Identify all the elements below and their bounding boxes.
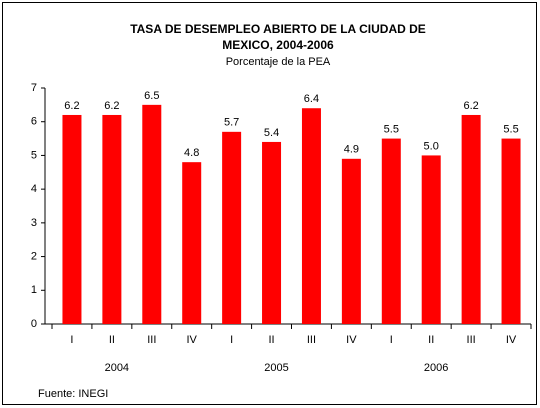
group-label: 2006 — [424, 362, 448, 374]
bar — [182, 162, 202, 324]
value-label: 5.0 — [424, 140, 439, 152]
x-tick-label: III — [147, 334, 156, 346]
group-label: 2005 — [264, 362, 288, 374]
value-label: 6.4 — [304, 93, 319, 105]
x-tick-label: II — [428, 334, 434, 346]
bar — [222, 131, 242, 324]
chart-title: MEXICO, 2004-2006 — [222, 38, 334, 52]
y-tick-label: 6 — [31, 116, 37, 128]
bar — [301, 108, 321, 324]
value-label: 4.9 — [344, 144, 359, 156]
value-label: 5.5 — [503, 123, 518, 135]
bar — [381, 138, 401, 324]
x-tick-label: III — [467, 334, 476, 346]
y-tick-label: 7 — [31, 82, 37, 94]
bar — [102, 114, 122, 324]
bar — [461, 114, 481, 324]
value-label: 6.2 — [463, 100, 478, 112]
x-tick-label: II — [109, 334, 115, 346]
bar — [341, 158, 361, 324]
bar — [142, 104, 162, 324]
x-tick-label: I — [230, 334, 233, 346]
source-note: Fuente: INEGI — [38, 388, 108, 400]
value-label: 5.4 — [264, 127, 279, 139]
bar — [501, 138, 521, 324]
x-tick-label: II — [268, 334, 274, 346]
y-tick-label: 0 — [31, 318, 37, 330]
y-tick-label: 5 — [31, 149, 37, 161]
x-tick-label: IV — [506, 334, 517, 346]
x-tick-label: I — [70, 334, 73, 346]
value-label: 6.5 — [144, 90, 159, 102]
bar — [421, 155, 441, 324]
x-tick-label: IV — [187, 334, 198, 346]
x-tick-label: IV — [346, 334, 357, 346]
value-label: 5.7 — [224, 117, 239, 129]
value-label: 6.2 — [104, 100, 119, 112]
y-tick-label: 2 — [31, 250, 37, 262]
bar — [262, 141, 282, 324]
value-label: 4.8 — [184, 147, 199, 159]
value-label: 5.5 — [384, 123, 399, 135]
x-tick-label: III — [307, 334, 316, 346]
y-tick-label: 1 — [31, 284, 37, 296]
bar — [62, 114, 82, 324]
chart-title: TASA DE DESEMPLEO ABIERTO DE LA CIUDAD D… — [130, 22, 426, 36]
chart-subtitle: Porcentaje de la PEA — [226, 56, 331, 68]
value-label: 6.2 — [64, 100, 79, 112]
y-tick-label: 4 — [31, 183, 37, 195]
y-tick-label: 3 — [31, 217, 37, 229]
x-tick-label: I — [390, 334, 393, 346]
group-label: 2004 — [105, 362, 129, 374]
